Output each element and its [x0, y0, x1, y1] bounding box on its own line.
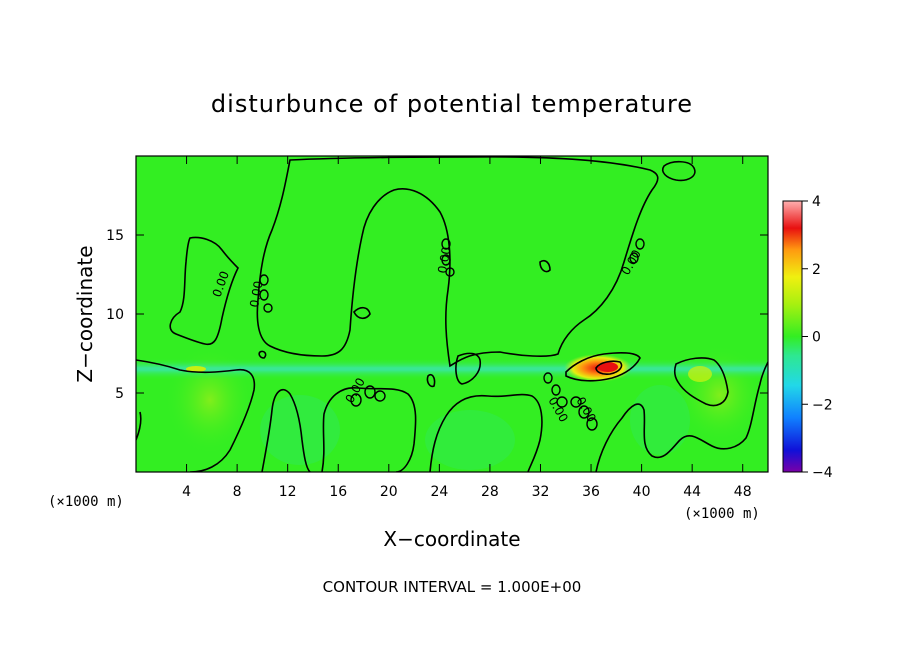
cool-patch-2 [425, 410, 515, 470]
colorbar-tick-label: 2 [812, 262, 821, 278]
cool-band [136, 358, 768, 380]
colorbar [782, 200, 803, 473]
x-tick-label: 44 [683, 484, 701, 500]
x-tick-label: 20 [380, 484, 398, 500]
y-axis-title: Z−coordinate [73, 245, 97, 382]
contour-lines [136, 156, 768, 472]
contour-top-right-blob [661, 160, 696, 182]
contour-interval-note: CONTOUR INTERVAL = 1.000E+00 [323, 578, 582, 596]
x-tick-label: 12 [279, 484, 297, 500]
y-unit-label: (×1000 m) [48, 494, 124, 510]
contour-lower-b [321, 387, 417, 472]
contour-big-dome [256, 156, 659, 368]
colorbar-ticks: 4 2 0 −2 −4 [802, 194, 833, 481]
x-tick-label: 16 [329, 484, 347, 500]
x-tick-label: 8 [233, 484, 242, 500]
warm-anomaly-halo [564, 354, 632, 382]
contour-lower-c [429, 393, 543, 472]
y-tick-label: 10 [106, 307, 124, 323]
contour-right-box [673, 357, 729, 407]
x-tick-label: 24 [430, 484, 448, 500]
x-axis-title: X−coordinate [383, 527, 520, 551]
contour-lower-left [136, 359, 256, 472]
contour-rings [259, 238, 645, 431]
colorbar-tick-label: 0 [812, 330, 821, 346]
colorbar-tick-label: 4 [812, 194, 821, 210]
colorbar-tick-label: −2 [812, 397, 833, 413]
chart-title: disturbunce of potential temperature [211, 90, 693, 118]
warm-spot-west [186, 366, 206, 372]
x-tick-label: 4 [182, 484, 191, 500]
x-axis-ticks: 4 8 12 16 20 24 28 32 36 40 44 48 [182, 156, 752, 500]
contour-mid-2 [539, 259, 551, 273]
contour-lower-d [595, 361, 768, 472]
heatmap-field [136, 156, 768, 472]
contour-mid-3 [353, 306, 371, 320]
cool-patch-3 [630, 385, 690, 455]
contour-label: 0.00 [247, 280, 265, 309]
contour-hot-outer [565, 352, 641, 382]
x-unit-label: (×1000 m) [684, 506, 760, 522]
x-tick-label: 36 [582, 484, 600, 500]
contour-mid-5 [258, 350, 267, 359]
contour-hot-inner [595, 360, 623, 375]
x-tick-label: 48 [734, 484, 752, 500]
contour-mid-4 [426, 373, 436, 388]
contour-upper-left [169, 236, 239, 346]
y-tick-label: 15 [106, 228, 124, 244]
contour-mid-1 [455, 352, 482, 385]
contour-lower-a [261, 388, 311, 472]
x-tick-label: 40 [633, 484, 651, 500]
y-axis-ticks: 5 10 15 [106, 228, 768, 402]
colorbar-tick-label: −4 [812, 465, 833, 481]
warm-spot-east [688, 366, 712, 382]
y-tick-label: 5 [115, 386, 124, 402]
x-tick-label: 28 [481, 484, 499, 500]
warm-anomaly-core [598, 362, 618, 372]
contour-label: 0.00 [435, 246, 453, 275]
x-tick-label: 32 [532, 484, 550, 500]
